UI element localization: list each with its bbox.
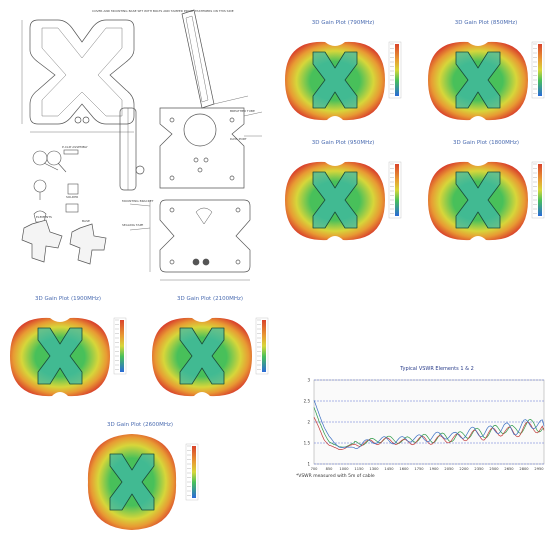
- vswr-x-tick: 1900: [429, 467, 439, 471]
- vswr-y-tick: 2: [307, 420, 310, 425]
- vswr-y-tick: 3: [307, 378, 310, 383]
- gain-plot-svg: [152, 317, 269, 397]
- gain-plot-850: 3D Gain Plot (850MHz): [426, 20, 546, 136]
- antenna-x-shape: [455, 51, 501, 109]
- antenna-x-shape: [455, 171, 501, 229]
- vswr-x-tick: 1600: [399, 467, 409, 471]
- gain-plot-svg: [285, 161, 402, 241]
- color-scale-bar: [395, 44, 399, 96]
- vswr-x-tick: 2800: [519, 467, 529, 471]
- color-scale-frame: [113, 317, 127, 375]
- antenna-x-shape: [109, 453, 155, 511]
- vswr-y-tick: 1: [307, 462, 310, 467]
- note-base: BASE: [82, 219, 90, 223]
- note-data-port: DATA PORT: [230, 137, 247, 141]
- vswr-x-tick: 2950: [534, 467, 544, 471]
- vswr-x-tick: 2200: [459, 467, 469, 471]
- antenna-x-shape: [312, 171, 358, 229]
- gain-plot-svg: [10, 317, 127, 397]
- vswr-x-tick: 700: [311, 467, 319, 471]
- gain-plot-title: 3D Gain Plot (950MHz): [311, 140, 375, 146]
- p-clip-group: [32, 149, 79, 223]
- vswr-x-tick: 1300: [369, 467, 379, 471]
- vswr-x-tick: 1750: [414, 467, 424, 471]
- vswr-y-tick: 1.5: [304, 441, 311, 446]
- gain-plot-svg: [428, 161, 545, 241]
- antenna-top-view: [29, 19, 135, 125]
- color-scale-frame: [388, 41, 402, 99]
- vswr-x-tick: 2500: [489, 467, 499, 471]
- gain-plot-svg: [428, 41, 545, 121]
- vswr-x-tick: 850: [326, 467, 334, 471]
- gain-plot-950: 3D Gain Plot (950MHz): [283, 140, 403, 256]
- gain-plot-1800: 3D Gain Plot (1800MHz): [426, 140, 546, 256]
- drawing-svg: COVER AND MOUNTING BASE SET WITH BOLTS A…: [21, 9, 263, 281]
- color-scale-bar: [192, 446, 196, 498]
- color-scale-frame: [531, 41, 545, 99]
- gain-plot-2600: 3D Gain Plot (2600MHz): [80, 422, 200, 538]
- element-isometric-2: [69, 223, 107, 265]
- vswr-x-tick: 2650: [504, 467, 514, 471]
- vswr-x-tick: 2350: [474, 467, 484, 471]
- note-solder: SOLDER: [66, 195, 78, 199]
- gain-plot-2100: 3D Gain Plot (2100MHz): [150, 296, 270, 412]
- note-breather: BREATHER TUBE: [230, 109, 255, 113]
- gain-plot-title: 3D Gain Plot (2600MHz): [106, 422, 174, 428]
- vswr-x-tick: 1150: [354, 467, 364, 471]
- color-scale-frame: [255, 317, 269, 375]
- element-isometric-1: [21, 219, 63, 263]
- gain-plot-title: 3D Gain Plot (850MHz): [454, 20, 518, 26]
- gain-plot-title: 3D Gain Plot (790MHz): [311, 20, 375, 26]
- gain-plot-title: 3D Gain Plot (2100MHz): [176, 296, 244, 302]
- vswr-title: Typical VSWR Elements 1 & 2: [400, 366, 474, 372]
- color-scale-frame: [388, 161, 402, 219]
- mounting-base-view: [159, 199, 251, 273]
- gain-plot-svg: [285, 41, 402, 121]
- note-sealing: SEALING TAPE: [122, 223, 143, 227]
- color-scale-frame: [531, 161, 545, 219]
- antenna-x-shape: [179, 327, 225, 385]
- gain-plot-1900: 3D Gain Plot (1900MHz): [8, 296, 128, 412]
- antenna-front-view: [159, 107, 245, 189]
- color-scale-bar: [262, 320, 266, 372]
- vswr-x-tick: 1450: [384, 467, 394, 471]
- note-p-clip: P-CLIP ASSEMBLY: [62, 145, 88, 149]
- vswr-y-tick: 2.5: [304, 399, 311, 404]
- antenna-side-view: [181, 9, 215, 109]
- gain-plot-790: 3D Gain Plot (790MHz): [283, 20, 403, 136]
- color-scale-bar: [538, 164, 542, 216]
- vswr-x-tick: 2050: [444, 467, 454, 471]
- color-scale-frame: [185, 443, 199, 501]
- antenna-x-shape: [312, 51, 358, 109]
- vswr-chart: Typical VSWR Elements 1 & 2 3 2.5 2 1.5 1 700…: [286, 366, 548, 486]
- color-scale-bar: [538, 44, 542, 96]
- antenna-x-shape: [37, 327, 83, 385]
- technical-drawing: COVER AND MOUNTING BASE SET WITH BOLTS A…: [0, 0, 278, 282]
- note-cover: COVER AND MOUNTING BASE SET WITH BOLTS A…: [92, 9, 234, 13]
- note-elements: ELEMENTS: [36, 215, 52, 219]
- vswr-note: *VSWR measured with 5m of cable: [296, 474, 375, 479]
- gain-plot-title: 3D Gain Plot (1800MHz): [452, 140, 520, 146]
- gain-plot-title: 3D Gain Plot (1900MHz): [34, 296, 102, 302]
- vswr-x-tick: 1000: [339, 467, 349, 471]
- color-scale-bar: [395, 164, 399, 216]
- color-scale-bar: [120, 320, 124, 372]
- note-mount: MOUNTING BRACKET: [122, 199, 154, 203]
- gain-plot-svg: [87, 434, 199, 530]
- vswr-series-3: [313, 400, 545, 449]
